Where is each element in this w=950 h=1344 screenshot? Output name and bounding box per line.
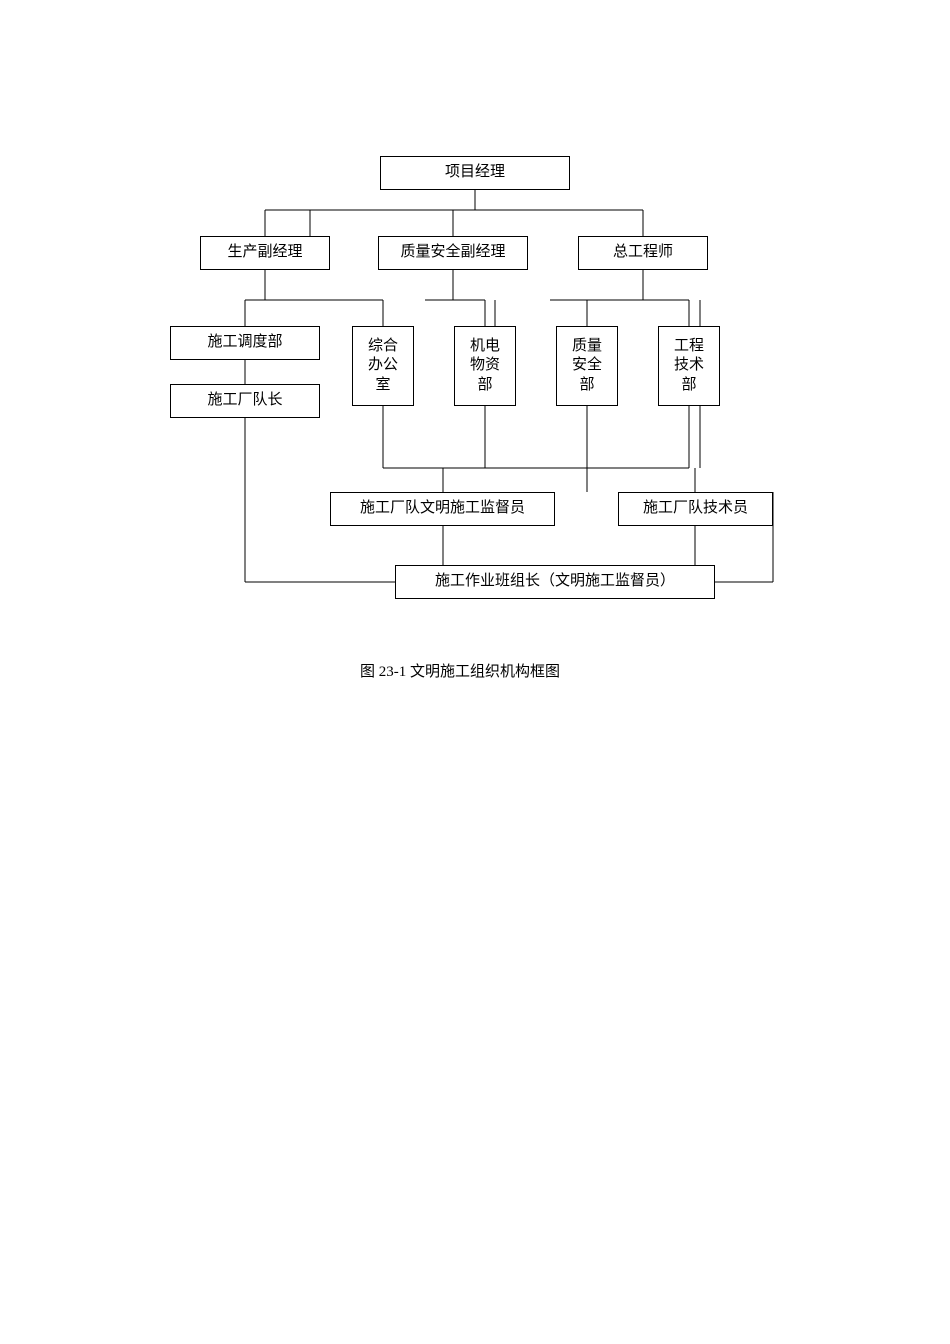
node-n3: 质量安全副经理	[378, 236, 528, 270]
node-n11: 施工厂队文明施工监督员	[330, 492, 555, 526]
node-n8: 机电 物资 部	[454, 326, 516, 406]
org-chart-diagram: 项目经理生产副经理 质量安全副经理 总工程师施工调度部施工厂队长综合 办公 室机电 …	[0, 0, 950, 1344]
node-n10: 工程 技术 部	[658, 326, 720, 406]
figure-caption: 图 23-1 文明施工组织机构框图	[360, 660, 560, 681]
node-n4: 总工程师	[578, 236, 708, 270]
node-n6: 施工厂队长	[170, 384, 320, 418]
node-n9: 质量 安全 部	[556, 326, 618, 406]
node-n1: 项目经理	[380, 156, 570, 190]
node-n13: 施工作业班组长（文明施工监督员）	[395, 565, 715, 599]
node-n12: 施工厂队技术员	[618, 492, 773, 526]
node-n2: 生产副经理	[200, 236, 330, 270]
node-n5: 施工调度部	[170, 326, 320, 360]
node-n7: 综合 办公 室	[352, 326, 414, 406]
